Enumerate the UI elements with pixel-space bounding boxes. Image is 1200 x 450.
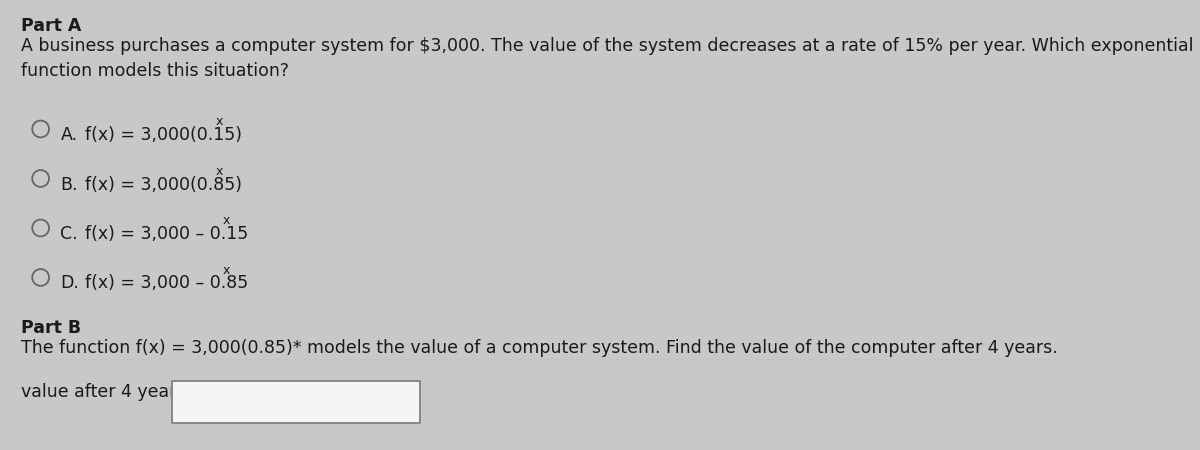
- Text: x: x: [215, 115, 223, 128]
- Text: f(x) = 3,000(0.15): f(x) = 3,000(0.15): [85, 126, 242, 144]
- Text: Part A: Part A: [20, 17, 82, 35]
- Text: value after 4 years = $: value after 4 years = $: [20, 383, 222, 401]
- Text: x: x: [215, 165, 223, 178]
- Text: f(x) = 3,000 – 0.15: f(x) = 3,000 – 0.15: [85, 225, 248, 243]
- Text: B.: B.: [60, 176, 78, 194]
- Text: The function f(x) = 3,000(0.85)* models the value of a computer system. Find the: The function f(x) = 3,000(0.85)* models …: [20, 339, 1057, 357]
- Text: A business purchases a computer system for $3,000. The value of the system decre: A business purchases a computer system f…: [20, 37, 1193, 80]
- Text: x: x: [222, 214, 230, 227]
- Text: Part B: Part B: [20, 319, 80, 337]
- Text: C.: C.: [60, 225, 78, 243]
- Text: x: x: [222, 264, 230, 277]
- FancyBboxPatch shape: [173, 382, 420, 423]
- Text: D.: D.: [60, 274, 79, 292]
- Text: f(x) = 3,000 – 0.85: f(x) = 3,000 – 0.85: [85, 274, 248, 292]
- Text: f(x) = 3,000(0.85): f(x) = 3,000(0.85): [85, 176, 242, 194]
- Text: A.: A.: [60, 126, 78, 144]
